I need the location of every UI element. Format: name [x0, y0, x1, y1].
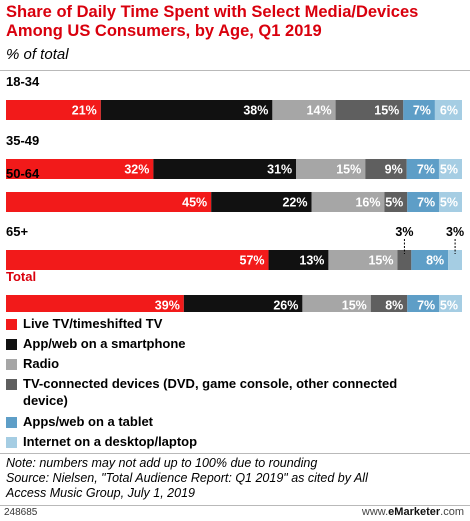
- bar-segment: [268, 250, 329, 270]
- category-label: 65+: [6, 224, 28, 239]
- data-label: 57%: [240, 254, 265, 268]
- legend-swatch: [6, 339, 17, 350]
- category-label: 35-49: [6, 133, 39, 148]
- data-label: 8%: [385, 299, 403, 313]
- data-label: 21%: [72, 104, 97, 118]
- category-label: Total: [6, 269, 36, 284]
- bar-segment: [6, 295, 184, 312]
- bar-segment: [6, 100, 101, 120]
- data-label: 5%: [440, 299, 458, 313]
- bar-segment: [302, 295, 371, 312]
- brand-prefix: www.: [361, 506, 389, 518]
- data-label: 16%: [355, 196, 380, 210]
- bottom-divider: [0, 505, 470, 506]
- bar-segment: [403, 100, 435, 120]
- data-label: 6%: [440, 104, 458, 118]
- bar-segment: [6, 250, 269, 270]
- data-label: 7%: [413, 104, 431, 118]
- bar-segment: [434, 100, 462, 120]
- category-label: 18-34: [6, 74, 40, 89]
- legend-label: TV-connected devices (DVD, game console,…: [23, 376, 398, 408]
- bar-segment: [448, 250, 462, 270]
- chart-title: Share of Daily Time Spent with Select Me…: [6, 3, 419, 40]
- brand-suffix: .com: [440, 506, 464, 518]
- data-label: 7%: [417, 196, 435, 210]
- bar-segment: [439, 192, 462, 212]
- stacked-bar-chart: 18-34 21% 38% 14% 15% 7% 6% 35-49 32% 31% 15% 9% 7% 5…: [6, 74, 464, 313]
- bar-segment: [406, 159, 439, 179]
- data-label: 15%: [342, 299, 367, 313]
- data-label: 9%: [385, 163, 403, 177]
- brand-link[interactable]: www.eMarketer.com: [362, 506, 464, 518]
- data-label: 7%: [417, 163, 435, 177]
- bar-segment: [296, 159, 366, 179]
- bar-segment: [407, 192, 440, 212]
- note-text: Note: numbers may not add up to 100% due…: [6, 456, 318, 470]
- source-text: Source: Nielsen, "Total Audience Report:…: [6, 471, 368, 500]
- note-divider: [0, 453, 470, 454]
- bar-segment: [365, 159, 407, 179]
- footnote: Note: numbers may not add up to 100% due…: [6, 456, 406, 501]
- bar-segment: [439, 295, 462, 312]
- data-label: 3%: [395, 225, 413, 239]
- data-label: 15%: [368, 254, 393, 268]
- bar-segment: [6, 192, 212, 212]
- data-label: 15%: [374, 104, 399, 118]
- bar-segment: [183, 295, 303, 312]
- legend-label: App/web on a smartphone: [23, 336, 186, 351]
- bar-segment: [311, 192, 385, 212]
- legend-label: Live TV/timeshifted TV: [23, 316, 163, 331]
- bar-segment: [438, 159, 462, 179]
- bar-segment: [411, 250, 449, 270]
- data-label: 26%: [273, 299, 298, 313]
- bar-segment: [397, 250, 412, 270]
- chart-subtitle: % of total: [6, 46, 69, 63]
- bar-segment: [328, 250, 398, 270]
- data-label: 7%: [417, 299, 435, 313]
- data-label: 45%: [182, 196, 207, 210]
- data-label: 5%: [385, 196, 403, 210]
- legend-label: Internet on a desktop/laptop: [23, 434, 198, 449]
- bar-segment: [407, 295, 440, 312]
- legend-swatch: [6, 359, 17, 370]
- data-label: 15%: [336, 163, 361, 177]
- legend-swatch: [6, 379, 17, 390]
- data-label: 8%: [426, 254, 444, 268]
- legend-swatch: [6, 417, 17, 428]
- bar-segment: [384, 192, 408, 212]
- chart-id: 248685: [4, 507, 38, 518]
- bar-segment: [335, 100, 404, 120]
- legend-swatch: [6, 437, 17, 448]
- bar-segment: [272, 100, 336, 120]
- data-label: 3%: [446, 225, 464, 239]
- bar-segment: [153, 159, 297, 179]
- bar-segment: [100, 100, 273, 120]
- data-label: 31%: [267, 163, 292, 177]
- legend-swatch: [6, 319, 17, 330]
- data-label: 38%: [243, 104, 268, 118]
- data-label: 32%: [124, 163, 149, 177]
- data-label: 14%: [307, 104, 332, 118]
- brand-name: eMarketer: [388, 506, 441, 518]
- data-label: 5%: [440, 163, 458, 177]
- data-label: 13%: [299, 254, 324, 268]
- data-label: 5%: [440, 196, 458, 210]
- bar-segment: [211, 192, 312, 212]
- legend-label: Apps/web on a tablet: [23, 414, 154, 429]
- bar-segment: [370, 295, 408, 312]
- data-label: 39%: [155, 299, 180, 313]
- data-label: 22%: [282, 196, 307, 210]
- bar-segment: [6, 159, 154, 179]
- legend-label: Radio: [23, 356, 60, 371]
- top-divider: [0, 70, 470, 71]
- category-label: 50-64: [6, 166, 40, 181]
